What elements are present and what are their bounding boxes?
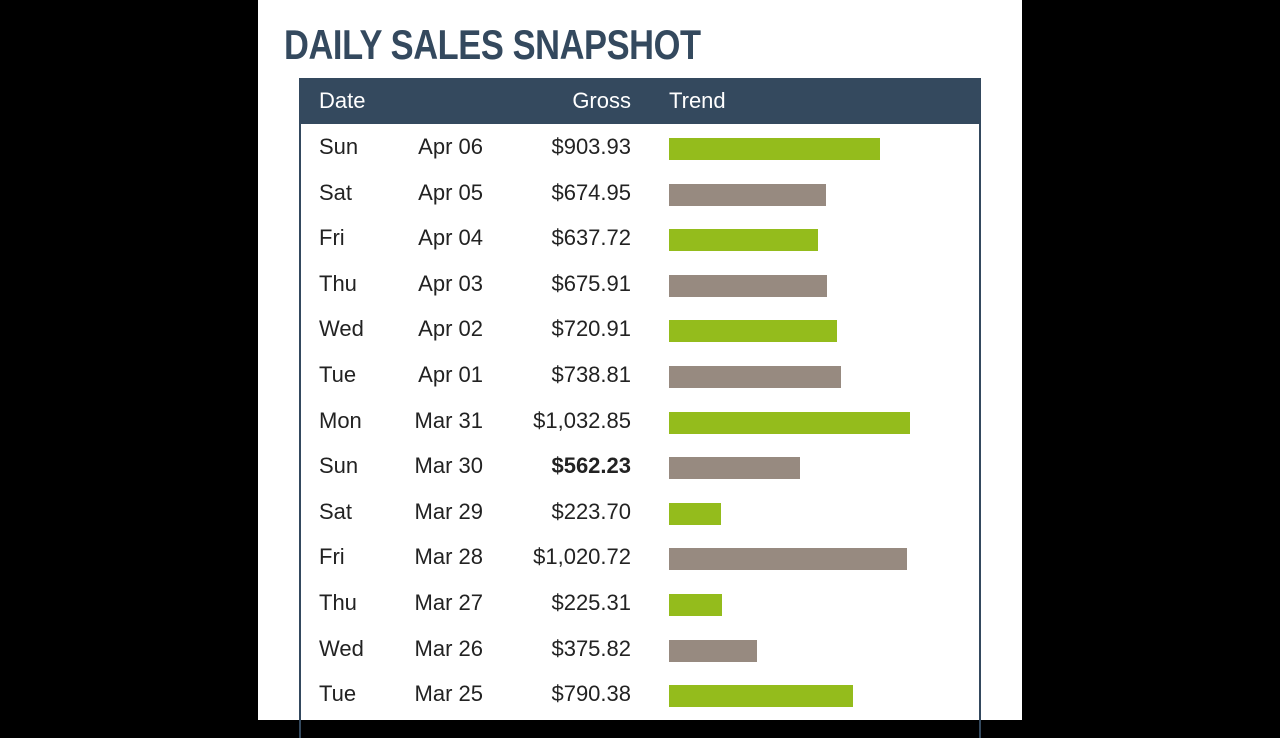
- trend-bar: [669, 366, 841, 388]
- row-gross: $1,032.85: [533, 407, 631, 433]
- row-date: Mar 25: [414, 681, 483, 707]
- row-day: Tue: [319, 362, 357, 387]
- row-gross: $790.38: [551, 681, 631, 707]
- row-gross: $225.31: [551, 590, 631, 615]
- row-date: Mar 30: [414, 453, 483, 479]
- row-gross: $720.91: [551, 316, 631, 342]
- trend-bar: [669, 685, 853, 708]
- table-row: Wed Apr 02 $720.91: [301, 306, 979, 352]
- trend-bar: [669, 639, 757, 662]
- trend-bar: [669, 229, 818, 252]
- row-day: Sun: [319, 134, 359, 159]
- row-gross: $562.23: [551, 453, 631, 479]
- row-date: Apr 03: [418, 270, 483, 296]
- header-gross: Gross: [572, 88, 631, 113]
- chart-title: DAILY SALES SNAPSHOT: [284, 21, 701, 68]
- row-day: Thu: [319, 590, 357, 615]
- table-row: Wed Mar 26 $375.82: [301, 626, 979, 672]
- row-day: Wed: [319, 635, 364, 661]
- row-date: Apr 02: [418, 316, 483, 342]
- sales-table: Date Gross Trend Sun Apr 06 $903.93 Sat Apr …: [299, 78, 981, 738]
- header-trend: Trend: [669, 88, 726, 113]
- table-row: Tue Apr 01 $738.81: [301, 352, 979, 398]
- table-row: Thu Mar 27 $225.31: [301, 580, 979, 626]
- row-date: Apr 04: [418, 225, 483, 251]
- trend-bar: [669, 594, 722, 616]
- table-row: Fri Apr 04 $637.72: [301, 215, 979, 261]
- row-day: Fri: [319, 225, 345, 251]
- sales-snapshot-page: DAILY SALES SNAPSHOT Date Gross Trend Su…: [258, 0, 1022, 738]
- row-date: Apr 01: [418, 362, 483, 387]
- row-gross: $1,020.72: [533, 544, 631, 570]
- trend-bar: [669, 183, 826, 206]
- row-day: Sat: [319, 179, 353, 205]
- table-row: Tue Mar 25 $790.38: [301, 671, 979, 717]
- row-gross: $903.93: [551, 134, 631, 159]
- row-day: Fri: [319, 544, 345, 570]
- row-day: Sun: [319, 453, 359, 479]
- row-date: Mar 31: [414, 407, 483, 433]
- row-date: Mar 27: [414, 590, 483, 615]
- row-gross: $637.72: [551, 225, 631, 251]
- row-gross: $675.91: [551, 270, 631, 296]
- row-gross: $674.95: [551, 179, 631, 205]
- header-date: Date: [319, 88, 366, 113]
- row-date: Apr 05: [418, 179, 483, 205]
- table-row: Sat Apr 05 $674.95: [301, 170, 979, 216]
- row-date: Mar 28: [414, 544, 483, 570]
- row-day: Thu: [319, 270, 357, 296]
- trend-bar: [669, 457, 800, 480]
- trend-bar: [669, 548, 907, 571]
- row-gross: $738.81: [551, 362, 631, 387]
- table-row: Mon Mar 31 $1,032.85: [301, 398, 979, 444]
- row-day: Mon: [319, 407, 362, 433]
- row-gross: $223.70: [551, 498, 631, 524]
- row-gross: $375.82: [551, 635, 631, 661]
- trend-bar: [669, 274, 827, 297]
- table-row: Fri Mar 28 $1,020.72: [301, 534, 979, 580]
- row-day: Tue: [319, 681, 357, 707]
- trend-bar: [669, 411, 910, 434]
- trend-bar: [669, 320, 837, 343]
- table-header: Date Gross Trend: [301, 78, 979, 124]
- row-date: Apr 06: [418, 134, 483, 159]
- row-date: Mar 29: [414, 498, 483, 524]
- table-row: Sun Apr 06 $903.93: [301, 124, 979, 170]
- table-row: Sun Mar 30 $562.23: [301, 443, 979, 489]
- table-row: Thu Apr 03 $675.91: [301, 261, 979, 307]
- trend-bar: [669, 138, 880, 160]
- row-day: Wed: [319, 316, 364, 342]
- row-day: Sat: [319, 498, 353, 524]
- trend-bar: [669, 502, 721, 525]
- table-row: Sat Mar 29 $223.70: [301, 489, 979, 535]
- row-date: Mar 26: [414, 635, 483, 661]
